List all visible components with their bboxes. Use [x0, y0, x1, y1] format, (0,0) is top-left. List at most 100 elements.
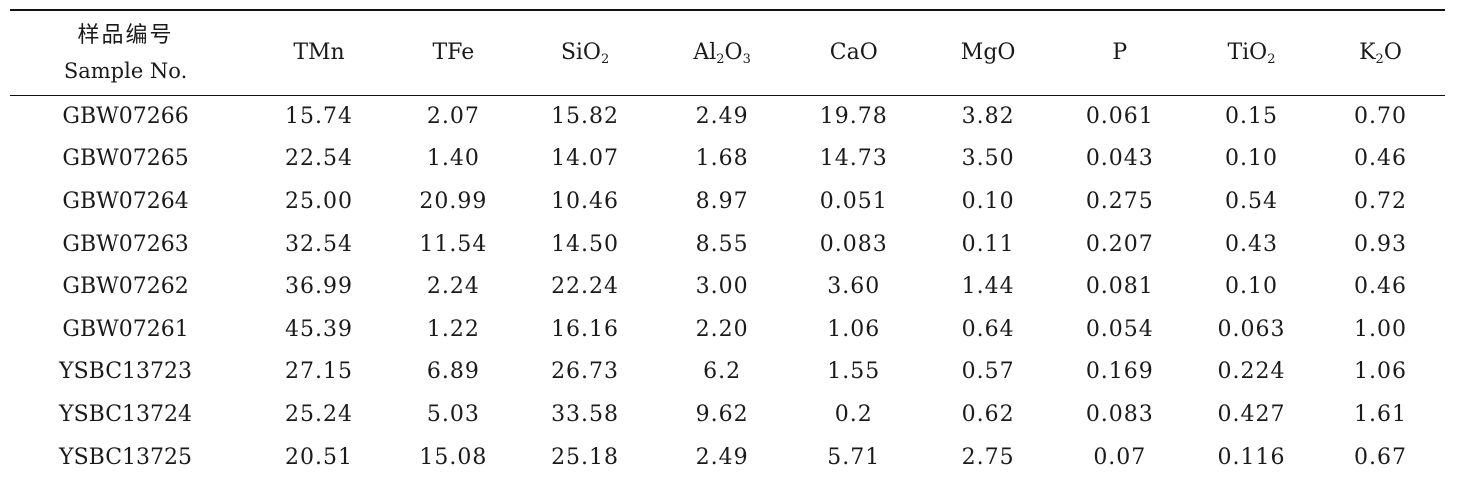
k2o-value-cell: 0.67 — [1353, 444, 1407, 470]
al2o3-value-cell: 3.00 — [695, 274, 749, 300]
tmn-value-cell: 20.51 — [285, 444, 354, 470]
table-row: GBW07261 45.39 1.22 16.16 2.20 1.06 0.64 0.054 0… — [10, 308, 1445, 351]
sio2-value-cell: 33.58 — [551, 401, 620, 427]
al2o3-value-cell: 8.97 — [695, 188, 749, 214]
sample-id-cell: GBW07266 — [62, 103, 189, 129]
header-k2o-label: K — [1359, 40, 1376, 65]
tmn-value-cell: 32.54 — [285, 231, 354, 257]
al2o3-value-cell: 8.55 — [695, 231, 749, 257]
tio2-value-cell: 0.427 — [1217, 401, 1286, 427]
tio2-value-cell: 0.43 — [1224, 231, 1278, 257]
header-cao: CaO — [784, 10, 924, 95]
tio2-value-cell: 0.063 — [1217, 316, 1286, 342]
table-row: GBW07262 36.99 2.24 22.24 3.00 3.60 1.44 0.081 0… — [10, 265, 1445, 308]
k2o-value-cell: 1.06 — [1353, 359, 1407, 385]
header-mgo: MgO — [924, 10, 1053, 95]
al2o3-value-cell: 6.2 — [703, 359, 742, 385]
p-value-cell: 0.207 — [1085, 231, 1154, 257]
al2o3-value-cell: 1.68 — [695, 146, 749, 172]
header-mgo-label: MgO — [960, 40, 1016, 65]
p-value-cell: 0.083 — [1085, 401, 1154, 427]
al2o3-value-cell: 2.49 — [695, 444, 749, 470]
cao-value-cell: 19.78 — [819, 103, 888, 129]
cao-value-cell: 0.2 — [834, 401, 873, 427]
al2o3-value-cell: 9.62 — [695, 401, 749, 427]
mgo-value-cell: 0.11 — [961, 231, 1015, 257]
cao-value-cell: 1.06 — [827, 316, 881, 342]
mgo-value-cell: 1.44 — [961, 274, 1015, 300]
mgo-value-cell: 0.64 — [961, 316, 1015, 342]
sio2-value-cell: 10.46 — [551, 188, 620, 214]
mgo-value-cell: 0.57 — [961, 359, 1015, 385]
header-sio2: SiO2 — [510, 10, 660, 95]
sample-id-cell: GBW07265 — [62, 146, 189, 172]
tio2-value-cell: 0.116 — [1217, 444, 1286, 470]
tfe-value-cell: 1.40 — [426, 146, 480, 172]
al2o3-value-cell: 2.49 — [695, 103, 749, 129]
cao-value-cell: 14.73 — [819, 146, 888, 172]
al2o3-value-cell: 2.20 — [695, 316, 749, 342]
k2o-value-cell: 0.93 — [1353, 231, 1407, 257]
tfe-value-cell: 11.54 — [419, 231, 488, 257]
table-row: YSBC13723 27.15 6.89 26.73 6.2 1.55 0.57 0.169 0… — [10, 351, 1445, 394]
tfe-value-cell: 2.24 — [426, 274, 480, 300]
sio2-value-cell: 15.82 — [551, 103, 620, 129]
sample-id-cell: YSBC13723 — [59, 359, 193, 385]
mgo-value-cell: 3.50 — [961, 146, 1015, 172]
header-al2o3: Al2O3 — [660, 10, 784, 95]
header-k2o-subscript: 2 — [1375, 52, 1384, 67]
header-tio2-subscript: 2 — [1267, 52, 1276, 67]
table-row: GBW07265 22.54 1.40 14.07 1.68 14.73 3.50 0.043… — [10, 138, 1445, 181]
header-tfe: TFe — [397, 10, 510, 95]
cao-value-cell: 5.71 — [827, 444, 881, 470]
p-value-cell: 0.054 — [1085, 316, 1154, 342]
sample-id-cell: GBW07264 — [62, 188, 189, 214]
cao-value-cell: 3.60 — [827, 274, 881, 300]
tio2-value-cell: 0.224 — [1217, 359, 1286, 385]
tmn-value-cell: 22.54 — [285, 146, 354, 172]
k2o-value-cell: 0.46 — [1353, 146, 1407, 172]
p-value-cell: 0.081 — [1085, 274, 1154, 300]
tmn-value-cell: 15.74 — [285, 103, 354, 129]
header-al2o3-subscript-2: 3 — [742, 52, 751, 67]
tfe-value-cell: 1.22 — [426, 316, 480, 342]
header-al2o3-tail: O — [724, 40, 743, 65]
table-body: GBW07266 15.74 2.07 15.82 2.49 19.78 3.82 0.061… — [10, 95, 1445, 478]
header-row: 样品编号 Sample No. TMn TFe SiO2 Al2O3 CaO M… — [10, 10, 1445, 95]
tfe-value-cell: 6.89 — [426, 359, 480, 385]
sample-id-cell: YSBC13724 — [59, 401, 193, 427]
header-p: P — [1053, 10, 1187, 95]
sample-id-cell: GBW07262 — [62, 274, 189, 300]
mgo-value-cell: 0.62 — [961, 401, 1015, 427]
table-header-rule — [10, 95, 1445, 96]
table-row: GBW07266 15.74 2.07 15.82 2.49 19.78 3.82 0.061… — [10, 95, 1445, 138]
mgo-value-cell: 3.82 — [961, 103, 1015, 129]
tfe-value-cell: 2.07 — [426, 103, 480, 129]
mgo-value-cell: 0.10 — [961, 188, 1015, 214]
tfe-value-cell: 20.99 — [419, 188, 488, 214]
header-k2o-tail: O — [1383, 40, 1402, 65]
tmn-value-cell: 25.24 — [285, 401, 354, 427]
cao-value-cell: 0.083 — [819, 231, 888, 257]
header-tmn-label: TMn — [293, 40, 345, 65]
k2o-value-cell: 1.61 — [1353, 401, 1407, 427]
table-top-rule — [10, 9, 1445, 11]
header-p-label: P — [1112, 40, 1128, 65]
k2o-value-cell: 0.70 — [1353, 103, 1407, 129]
table-row: YSBC13724 25.24 5.03 33.58 9.62 0.2 0.62 0.083 0… — [10, 393, 1445, 436]
tmn-value-cell: 36.99 — [285, 274, 354, 300]
tio2-value-cell: 0.54 — [1224, 188, 1278, 214]
sio2-value-cell: 25.18 — [551, 444, 620, 470]
composition-table: 样品编号 Sample No. TMn TFe SiO2 Al2O3 CaO M… — [10, 10, 1445, 478]
p-value-cell: 0.061 — [1085, 103, 1154, 129]
sio2-value-cell: 26.73 — [551, 359, 620, 385]
header-al2o3-subscript-1: 2 — [716, 52, 725, 67]
p-value-cell: 0.07 — [1093, 444, 1147, 470]
tfe-value-cell: 15.08 — [419, 444, 488, 470]
sample-id-cell: GBW07263 — [62, 231, 189, 257]
header-sio2-subscript: 2 — [600, 52, 610, 67]
k2o-value-cell: 1.00 — [1353, 316, 1407, 342]
table-row: GBW07264 25.00 20.99 10.46 8.97 0.051 0.10 0.27… — [10, 180, 1445, 223]
cao-value-cell: 0.051 — [819, 188, 888, 214]
header-sio2-label: SiO — [560, 40, 601, 65]
